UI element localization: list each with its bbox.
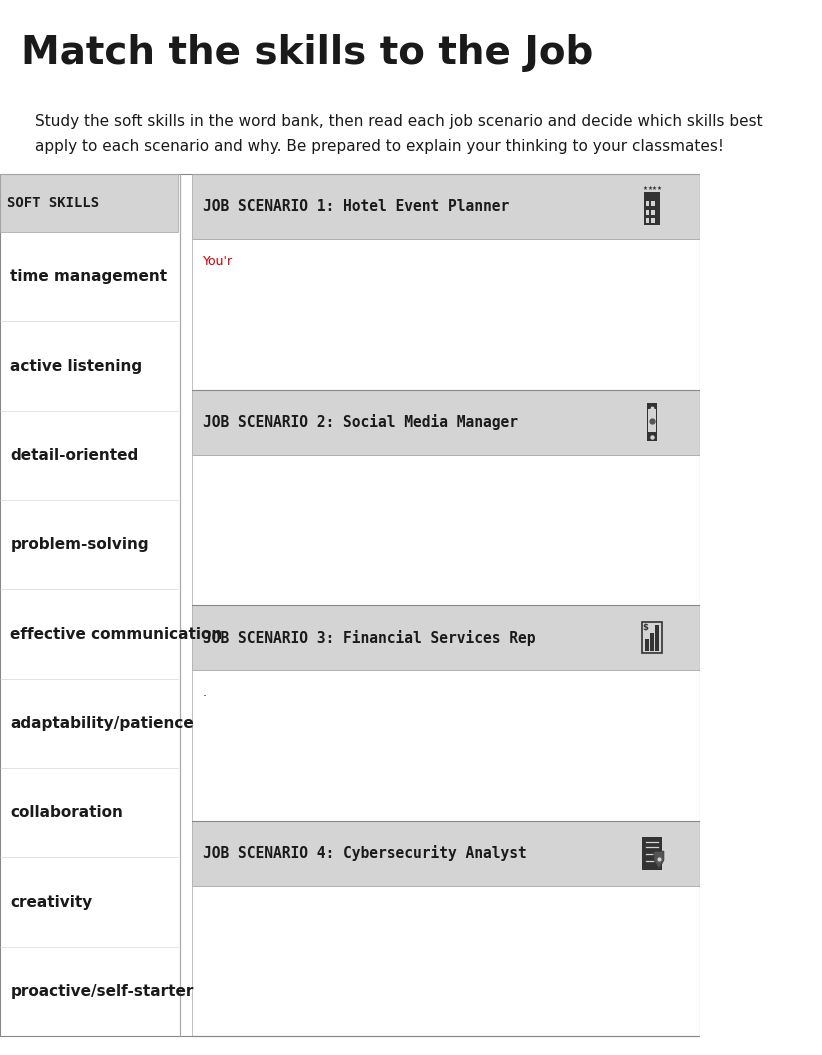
FancyBboxPatch shape — [651, 210, 655, 214]
Text: You'r: You'r — [203, 255, 233, 268]
Text: ★: ★ — [643, 186, 648, 191]
FancyBboxPatch shape — [192, 389, 700, 455]
Text: time management: time management — [11, 269, 168, 284]
Text: collaboration: collaboration — [11, 805, 123, 820]
FancyBboxPatch shape — [646, 202, 649, 207]
Text: $: $ — [642, 622, 648, 632]
FancyBboxPatch shape — [643, 837, 662, 869]
Text: proactive/self-starter: proactive/self-starter — [11, 984, 194, 999]
Text: ★: ★ — [647, 186, 652, 191]
Text: Match the skills to the Job: Match the skills to the Job — [21, 34, 593, 72]
Text: SOFT SKILLS: SOFT SKILLS — [7, 196, 99, 210]
FancyBboxPatch shape — [655, 625, 658, 651]
Text: JOB SCENARIO 1: Hotel Event Planner: JOB SCENARIO 1: Hotel Event Planner — [203, 199, 509, 214]
FancyBboxPatch shape — [192, 821, 700, 886]
FancyBboxPatch shape — [192, 606, 700, 671]
Text: Study the soft skills in the word bank, then read each job scenario and decide w: Study the soft skills in the word bank, … — [35, 114, 763, 129]
Text: JOB SCENARIO 4: Cybersecurity Analyst: JOB SCENARIO 4: Cybersecurity Analyst — [203, 845, 527, 861]
Text: creativity: creativity — [11, 895, 93, 909]
Text: ★: ★ — [657, 186, 662, 191]
Text: ★: ★ — [652, 186, 657, 191]
FancyBboxPatch shape — [192, 239, 700, 389]
FancyBboxPatch shape — [645, 639, 649, 651]
FancyBboxPatch shape — [644, 192, 660, 225]
FancyBboxPatch shape — [646, 210, 649, 214]
Text: JOB SCENARIO 3: Financial Services Rep: JOB SCENARIO 3: Financial Services Rep — [203, 630, 535, 646]
Text: active listening: active listening — [11, 359, 143, 373]
FancyBboxPatch shape — [0, 174, 178, 1036]
FancyBboxPatch shape — [192, 671, 700, 821]
FancyBboxPatch shape — [192, 455, 700, 606]
FancyBboxPatch shape — [192, 886, 700, 1036]
Text: detail-oriented: detail-oriented — [11, 448, 139, 463]
FancyBboxPatch shape — [649, 409, 656, 433]
Text: problem-solving: problem-solving — [11, 537, 149, 552]
Text: adaptability/patience: adaptability/patience — [11, 716, 194, 731]
FancyBboxPatch shape — [650, 633, 653, 651]
FancyBboxPatch shape — [651, 218, 655, 223]
Text: effective communication: effective communication — [11, 627, 223, 641]
Polygon shape — [654, 851, 664, 869]
Text: apply to each scenario and why. Be prepared to explain your thinking to your cla: apply to each scenario and why. Be prepa… — [35, 139, 724, 154]
FancyBboxPatch shape — [0, 174, 178, 232]
Text: .: . — [203, 687, 207, 699]
FancyBboxPatch shape — [647, 403, 658, 441]
FancyBboxPatch shape — [651, 202, 655, 207]
Text: JOB SCENARIO 2: Social Media Manager: JOB SCENARIO 2: Social Media Manager — [203, 415, 518, 430]
FancyBboxPatch shape — [646, 218, 649, 223]
FancyBboxPatch shape — [192, 174, 700, 239]
